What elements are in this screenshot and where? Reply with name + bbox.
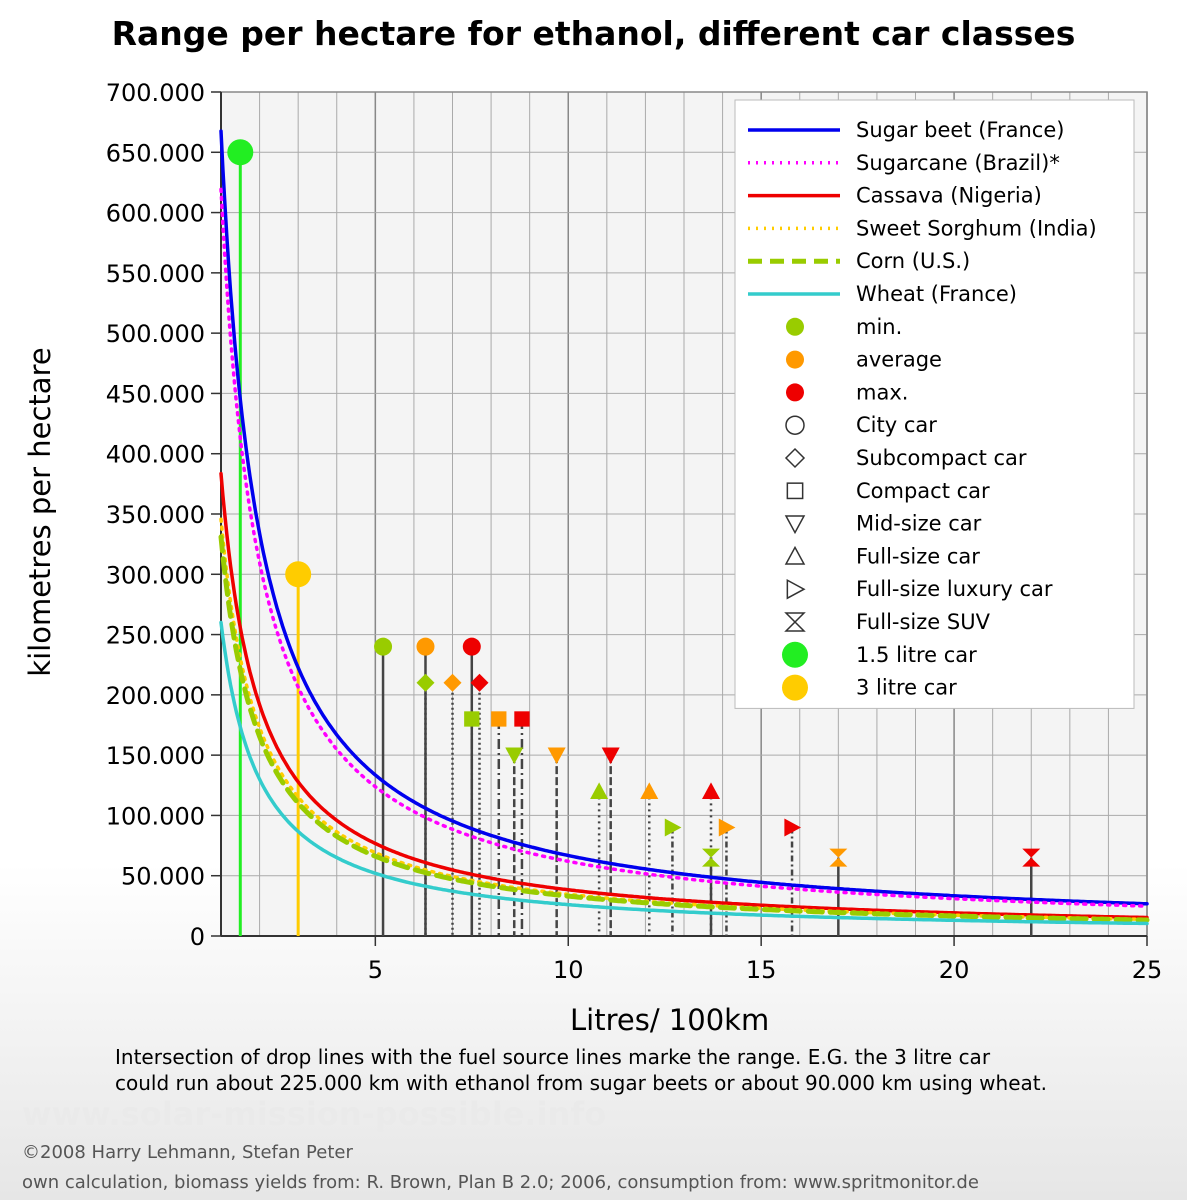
y-tick-label: 300.000 (106, 561, 205, 589)
legend-shape-tri-down (784, 515, 806, 535)
legend-label: Mid-size car (856, 512, 982, 536)
y-tick-label: 350.000 (106, 501, 205, 529)
series-line-wheat (219, 620, 1149, 926)
series-line-sugarcane (219, 187, 1149, 908)
marker-full-size-suv-min (702, 848, 721, 867)
marker-full-size-car-average (640, 782, 659, 799)
sources-text: own calculation, biomass yields from: R.… (22, 1172, 979, 1193)
y-tick-label: 650.000 (106, 139, 205, 167)
legend-color-dot (786, 350, 804, 369)
legend-label: City car (856, 413, 937, 437)
marker-city-car-min (374, 637, 393, 656)
legend-label: average (856, 348, 942, 372)
marker-full-size-suv-average (829, 848, 848, 867)
legend-label: Subcompact car (856, 446, 1027, 470)
marker-city-car-average (416, 637, 435, 656)
legend-label: Full-size car (856, 544, 980, 568)
series-line-sugar (219, 129, 1149, 906)
legend-label: Compact car (856, 479, 990, 503)
x-tick-label: 25 (1132, 956, 1163, 984)
marker-compact-car-min (464, 711, 480, 727)
y-tick-label: 550.000 (106, 260, 205, 288)
legend-special-dot (782, 674, 808, 701)
legend-label: 3 litre car (856, 676, 957, 700)
copyright-text: ©2008 Harry Lehmann, Stefan Peter (22, 1142, 353, 1163)
legend-label: min. (856, 315, 902, 339)
legend-label: Full-size luxury car (856, 577, 1053, 601)
marker-full-size-suv-max (1022, 848, 1041, 867)
marker-full-size-luxury-car-min (664, 818, 682, 837)
legend-color-dot (786, 317, 804, 336)
marker-mid-size-car-max (601, 747, 620, 765)
marker-subcompact-car-min (416, 673, 435, 692)
note-line-1: Intersection of drop lines with the fuel… (115, 1045, 991, 1069)
legend-label: Cassava (Nigeria) (856, 184, 1042, 208)
y-axis-label: kilometres per hectare (23, 347, 57, 677)
legend: Sugar beet (France) Sugarcane (Brazil)* Ca… (734, 99, 1135, 709)
marker-subcompact-car-average (443, 673, 462, 692)
legend-label: Wheat (France) (856, 282, 1017, 306)
legend-shape-hourglass (784, 612, 806, 632)
marker-compact-car-max (514, 711, 530, 727)
legend-shape-circle (785, 415, 805, 435)
legend-shape-diamond (784, 447, 806, 469)
legend-label: Sugar beet (France) (856, 118, 1064, 142)
marker-1-5-litre-car (227, 139, 254, 166)
marker-full-size-luxury-car-max (784, 818, 802, 837)
legend-shape-square (786, 482, 804, 500)
marker-mid-size-car-min (505, 747, 524, 765)
y-tick-label: 150.000 (106, 742, 205, 770)
x-tick-label: 10 (553, 956, 584, 984)
x-tick-label: 20 (939, 956, 970, 984)
y-tick-label: 400.000 (106, 441, 205, 469)
legend-shape-tri-up (784, 545, 806, 565)
series-line-corn (218, 534, 1150, 923)
legend-label: Full-size SUV (856, 610, 991, 634)
y-tick-label: 500.000 (106, 320, 205, 348)
marker-3-litre-car (285, 561, 312, 588)
marker-mid-size-car-average (547, 747, 566, 765)
note-line-2: could run about 225.000 km with ethanol … (115, 1071, 1047, 1095)
legend-label: max. (856, 380, 908, 404)
y-tick-label: 100.000 (106, 802, 205, 830)
legend-label: Corn (U.S.) (856, 249, 970, 273)
marker-full-size-car-min (590, 782, 609, 799)
chart-title: Range per hectare for ethanol, different… (111, 14, 1076, 53)
x-axis-label: Litres/ 100km (570, 1003, 770, 1037)
marker-compact-car-average (491, 711, 507, 727)
legend-box (734, 99, 1135, 709)
legend-label: Sugarcane (Brazil)* (856, 151, 1060, 175)
legend-color-dot (786, 383, 804, 402)
legend-special-dot (782, 641, 808, 668)
marker-city-car-max (462, 637, 481, 656)
y-tick-label: 250.000 (106, 622, 205, 650)
legend-label: Sweet Sorghum (India) (856, 216, 1097, 240)
watermark-url: www.solar-mission-possible.info (22, 1095, 607, 1133)
marker-full-size-luxury-car-average (718, 818, 736, 837)
y-tick-label: 600.000 (106, 200, 205, 228)
y-tick-label: 450.000 (106, 380, 205, 408)
marker-subcompact-car-max (470, 673, 489, 692)
legend-shape-tri-right (786, 578, 806, 600)
x-tick-label: 15 (746, 956, 777, 984)
y-tick-label: 0 (190, 923, 205, 951)
marker-full-size-car-max (702, 782, 721, 799)
series-line-cassava (219, 471, 1149, 920)
legend-label: 1.5 litre car (856, 643, 977, 667)
x-tick-label: 5 (368, 956, 383, 984)
y-tick-label: 700.000 (106, 79, 205, 107)
y-tick-label: 50.000 (121, 863, 205, 891)
y-tick-label: 200.000 (106, 682, 205, 710)
